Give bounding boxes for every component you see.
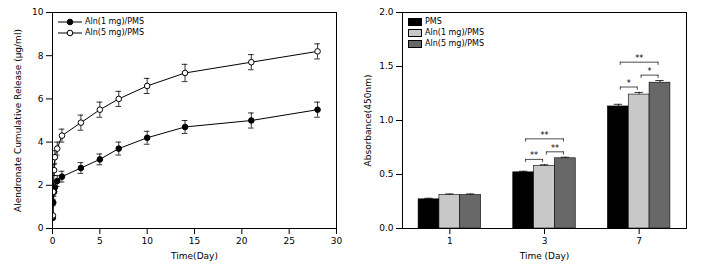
svg-text:1.0: 1.0 [379,115,394,125]
svg-text:1: 1 [447,236,453,246]
svg-text:2.0: 2.0 [379,7,394,17]
svg-text:0: 0 [50,236,56,246]
svg-text:2: 2 [38,180,44,190]
svg-text:Absorbance(450nm): Absorbance(450nm) [363,75,373,167]
svg-text:20: 20 [236,236,248,246]
svg-text:0: 0 [38,223,44,233]
html-text:Aln(1 mg)/PMS: Aln(1 mg)/PMS [425,28,484,37]
svg-text:7: 7 [636,236,642,246]
svg-text:0.0: 0.0 [379,223,394,233]
svg-text:Time(Day): Time(Day) [170,251,218,261]
svg-text:*: * [627,79,631,88]
svg-text:3: 3 [542,236,548,246]
svg-text:30: 30 [331,236,343,246]
svg-text:*: * [648,67,652,76]
svg-text:25: 25 [283,236,294,246]
svg-text:10: 10 [32,7,44,17]
html-text:Aln(5 mg)/PMS: Aln(5 mg)/PMS [425,39,484,48]
svg-text:8: 8 [38,51,44,61]
svg-text:4: 4 [38,137,44,147]
svg-text:Time (Day): Time (Day) [519,251,570,261]
svg-text:1.5: 1.5 [379,61,393,71]
svg-text:**: ** [541,131,549,140]
svg-text:**: ** [635,54,643,63]
html-text:PMS: PMS [425,17,442,26]
svg-text:15: 15 [189,236,200,246]
svg-text:10: 10 [141,236,153,246]
svg-text:**: ** [551,144,559,153]
svg-text:0.5: 0.5 [379,169,393,179]
svg-text:5: 5 [97,236,103,246]
svg-text:6: 6 [38,94,44,104]
html-text:Aln(1 mg)/PMS: Aln(1 mg)/PMS [85,17,144,26]
html-text:Aln(5 mg)/PMS: Aln(5 mg)/PMS [85,28,144,37]
svg-text:**: ** [530,151,538,160]
svg-text:Alendronate Cumulative Release: Alendronate Cumulative Release (µg/ml) [13,29,23,212]
